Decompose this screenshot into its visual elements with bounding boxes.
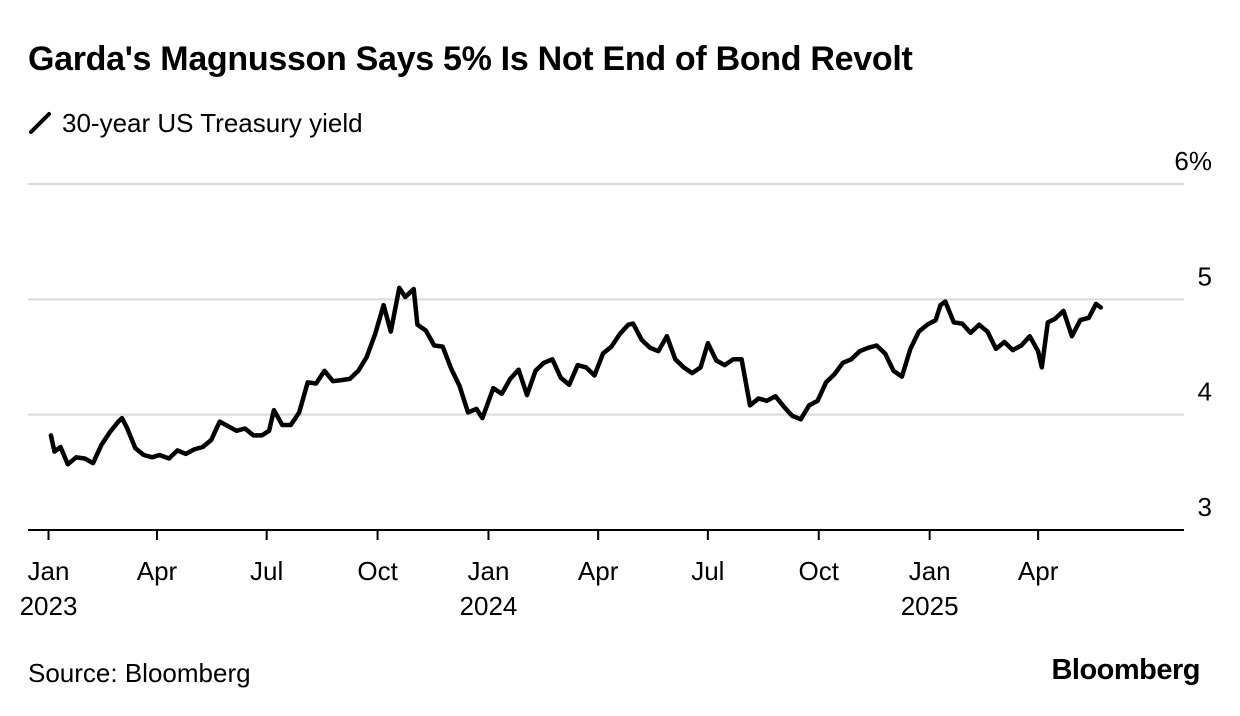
series-line-30y-treasury-yield	[48, 285, 1104, 467]
x-axis: Jan 2023 Apr Jul Oct Jan 2024 Apr Jul Oct Jan 2025 A…	[20, 529, 1184, 621]
bloomberg-logo: Bloomberg	[1051, 654, 1200, 686]
x-tick-label: Apr	[137, 556, 178, 586]
x-tick-label: Apr	[1018, 556, 1059, 586]
grid-lines	[28, 183, 1184, 416]
x-tick-year-label: 2023	[20, 591, 78, 621]
x-tick-label: Jul	[691, 556, 724, 586]
y-tick-label: 4	[1198, 377, 1212, 407]
y-tick-label: 6%	[1174, 146, 1212, 176]
source-note: Source: Bloomberg	[28, 658, 251, 688]
legend: 30-year US Treasury yield	[28, 106, 363, 140]
x-tick-label: Oct	[357, 556, 398, 586]
x-tick-year-label: 2025	[901, 591, 959, 621]
legend-label: 30-year US Treasury yield	[62, 107, 363, 138]
chart-title: Garda's Magnusson Says 5% Is Not End of …	[28, 40, 913, 78]
x-tick-label: Jan	[468, 556, 510, 586]
legend-line-icon	[29, 112, 51, 134]
x-tick-label: Jul	[250, 556, 283, 586]
x-tick-label: Oct	[799, 556, 840, 586]
x-tick-label: Jan	[909, 556, 951, 586]
x-tick-label: Jan	[28, 556, 70, 586]
x-tick-label: Apr	[578, 556, 619, 586]
y-tick-label: 3	[1198, 492, 1212, 522]
y-axis-labels: 6% 5 4 3	[1174, 146, 1212, 522]
x-tick-year-label: 2024	[460, 591, 518, 621]
series-layer	[48, 285, 1104, 467]
y-tick-label: 5	[1198, 261, 1212, 291]
